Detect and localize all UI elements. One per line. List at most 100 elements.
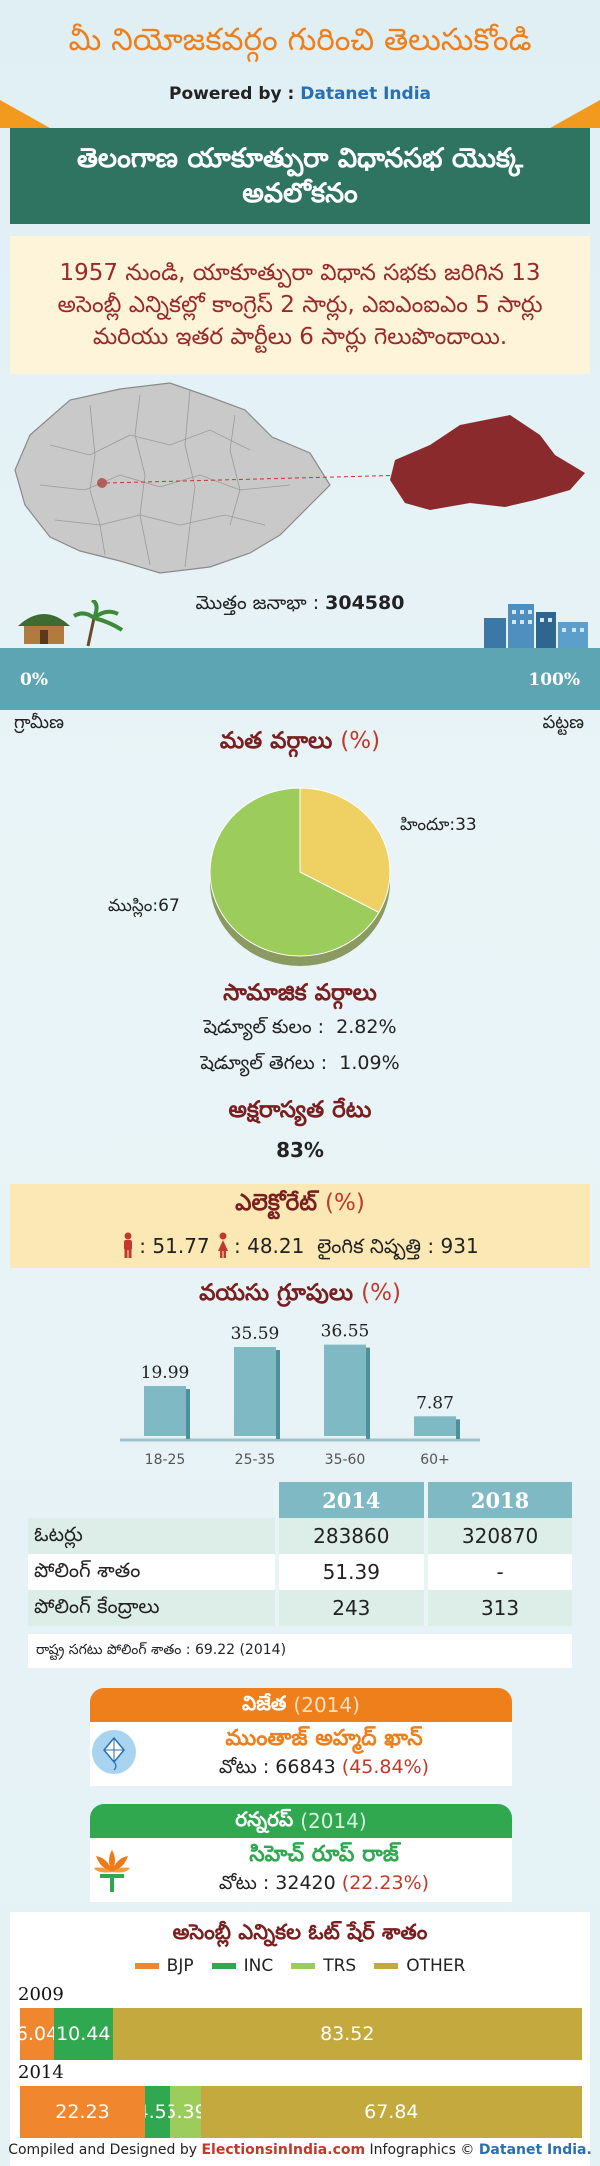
age-groups-title: వయసు గ్రూపులు (%): [0, 1280, 600, 1312]
vote-share-segment-inc: 10.44: [53, 2008, 113, 2060]
legend-swatch: [374, 1963, 399, 1969]
literacy-title: అక్షరాస్యత రేటు: [228, 1097, 372, 1123]
religion-unit: (%): [340, 728, 381, 754]
row-value-2014: 283860: [276, 1518, 429, 1554]
age-title-text: వయసు గ్రూపులు: [199, 1280, 354, 1306]
intro-text: 1957 నుండి, యాకూత్పురా విధాన సభకు జరిగిన…: [10, 236, 590, 374]
pie-label-hindu-value: 33: [455, 815, 477, 835]
kite-icon: [92, 1730, 136, 1774]
age-bar-value: 36.55: [321, 1322, 370, 1342]
row-label: పోలింగ్ శాతం: [28, 1554, 279, 1590]
table-header-2018: 2018: [426, 1482, 572, 1518]
corner-decoration-right: [550, 100, 600, 128]
legend-label: TRS: [323, 1956, 357, 1976]
row-value-2014: 243: [276, 1590, 429, 1626]
vote-share-segment-bjp: 22.23: [20, 2086, 145, 2138]
winner-name: ముంతాజ్ అహ్మద్ ఖాన్: [225, 1726, 423, 1751]
vote-share-bar-2009: 6.04 10.44 83.52: [20, 2008, 582, 2060]
electorate-unit: (%): [325, 1190, 365, 1216]
rural-label: గ్రామీణ: [14, 712, 64, 733]
age-bar-shadow: [366, 1347, 370, 1439]
age-bar-value: 7.87: [416, 1393, 454, 1413]
runner-up-name: సిహెచ్ రూప్ రాజ్: [249, 1842, 399, 1867]
constituency-shape: [390, 415, 585, 510]
electionsinindia-link[interactable]: ElectionsinIndia.com: [201, 2142, 366, 2158]
age-bar-shadow: [276, 1350, 280, 1439]
age-category-label: 18-25: [145, 1452, 186, 1468]
vote-share-segment-bjp: 6.04: [20, 2008, 54, 2060]
age-category-label: 60+: [420, 1452, 450, 1468]
runner-up-votes: వోటు : 32420 (22.23%): [136, 1872, 512, 1899]
legend-swatch: [211, 1963, 236, 1969]
row-value-2018: -: [426, 1554, 572, 1590]
electorate-title-text: ఎలెక్టోరేట్: [235, 1190, 317, 1216]
telangana-state-outline: [14, 382, 331, 574]
table-row: పోలింగ్ శాతం 51.39 -: [28, 1554, 572, 1590]
age-unit: (%): [361, 1280, 401, 1306]
footer-mid: Infographics ©: [365, 2142, 479, 2158]
vote-share-segment-other: 67.84: [200, 2086, 582, 2138]
table-header-2014: 2014: [276, 1482, 429, 1518]
table-row: ఓటర్లు 283860 320870: [28, 1518, 572, 1554]
table-header-blank: [28, 1482, 279, 1518]
runner-up-header: రన్నరప్ (2014): [90, 1804, 512, 1838]
runner-up-card: [90, 1838, 512, 1902]
telangana-map: [14, 382, 585, 574]
winner-card: [90, 1722, 512, 1786]
religion-title: మత వర్గాలు (%): [0, 728, 600, 760]
age-bar-value: 19.99: [141, 1363, 190, 1383]
age-bar: [324, 1344, 366, 1436]
bar-left-percent: 0%: [20, 670, 48, 690]
vote-share-segment-trs: 5.39: [170, 2086, 201, 2138]
total-population: మొత్తం జనాభా : 304580: [0, 592, 600, 619]
scheduled-caste-row: షెడ్యూల్ కులం : 2.82%: [0, 1016, 600, 1043]
datanet-footer-link[interactable]: Datanet India.: [478, 2142, 592, 2158]
urban-city-icon: [484, 604, 588, 648]
winner-title: విజేత: [242, 1690, 287, 1715]
pie-label-hindu: హిందూ:33: [400, 815, 477, 835]
vote-share-segment-other: 83.52: [112, 2008, 582, 2060]
female-percent: : 48.21: [234, 1234, 305, 1258]
urban-population-bar: [0, 648, 600, 710]
religion-pie-chart: [209, 787, 391, 966]
electorate-panel: [10, 1184, 590, 1268]
powered-prefix: Powered by :: [168, 84, 301, 104]
winner-votes-label: వోటు : 66843: [218, 1756, 342, 1778]
winner-votes: వోటు : 66843 (45.84%): [136, 1756, 512, 1783]
runner-up-votes-label: వోటు : 32420: [218, 1872, 342, 1894]
constituency-banner: తెలంగాణ యాకూత్పురా విధానసభ యొక్క అవలోకనం: [10, 128, 590, 224]
pie-slice-1: [209, 787, 380, 957]
vote-share-year-2014: 2014: [18, 2062, 64, 2083]
footer: Compiled and Designed by ElectionsinIndi…: [0, 2142, 600, 2158]
age-category-label: 25-35: [235, 1452, 276, 1468]
row-value-2014: 51.39: [276, 1554, 429, 1590]
electorate-title: ఎలెక్టోరేట్ (%): [0, 1190, 600, 1222]
pie-label-muslim: ముస్లిం:67: [108, 896, 180, 916]
social-groups-title: సామాజిక వర్గాలు: [223, 980, 377, 1006]
sc-value: 2.82%: [336, 1016, 397, 1038]
male-percent: : 51.77: [139, 1234, 210, 1258]
powered-by: Powered by : Datanet India: [0, 84, 600, 104]
scheduled-tribe-row: షెడ్యూల్ తెగలు : 1.09%: [0, 1052, 600, 1079]
sex-ratio-value: 931: [440, 1234, 479, 1258]
age-category-label: 35-60: [325, 1452, 366, 1468]
vote-share-legend: BJP INC TRS OTHER: [0, 1956, 600, 1976]
legend-swatch: [291, 1963, 316, 1969]
legend-label: BJP: [166, 1956, 194, 1976]
row-value-2018: 320870: [426, 1518, 572, 1554]
sc-label: షెడ్యూల్ కులం :: [203, 1016, 325, 1038]
bar-right-percent: 100%: [528, 670, 580, 690]
datanet-brand-link[interactable]: Datanet India: [300, 84, 432, 104]
legend-item-inc: INC: [211, 1956, 273, 1976]
age-bar: [144, 1386, 186, 1436]
pie-label-muslim-name: ముస్లిం: [108, 896, 153, 916]
runner-up-title: రన్నరప్: [235, 1806, 294, 1831]
pie-label-hindu-name: హిందూ: [400, 815, 450, 835]
st-value: 1.09%: [339, 1052, 400, 1074]
constituency-marker: [97, 478, 107, 488]
age-bar: [414, 1416, 456, 1436]
page-title: మీ నియోజకవర్గం గురించి తెలుసుకోండి: [68, 22, 532, 58]
age-bar-shadow: [456, 1419, 460, 1439]
population-label: మొత్తం జనాభా :: [195, 592, 326, 614]
